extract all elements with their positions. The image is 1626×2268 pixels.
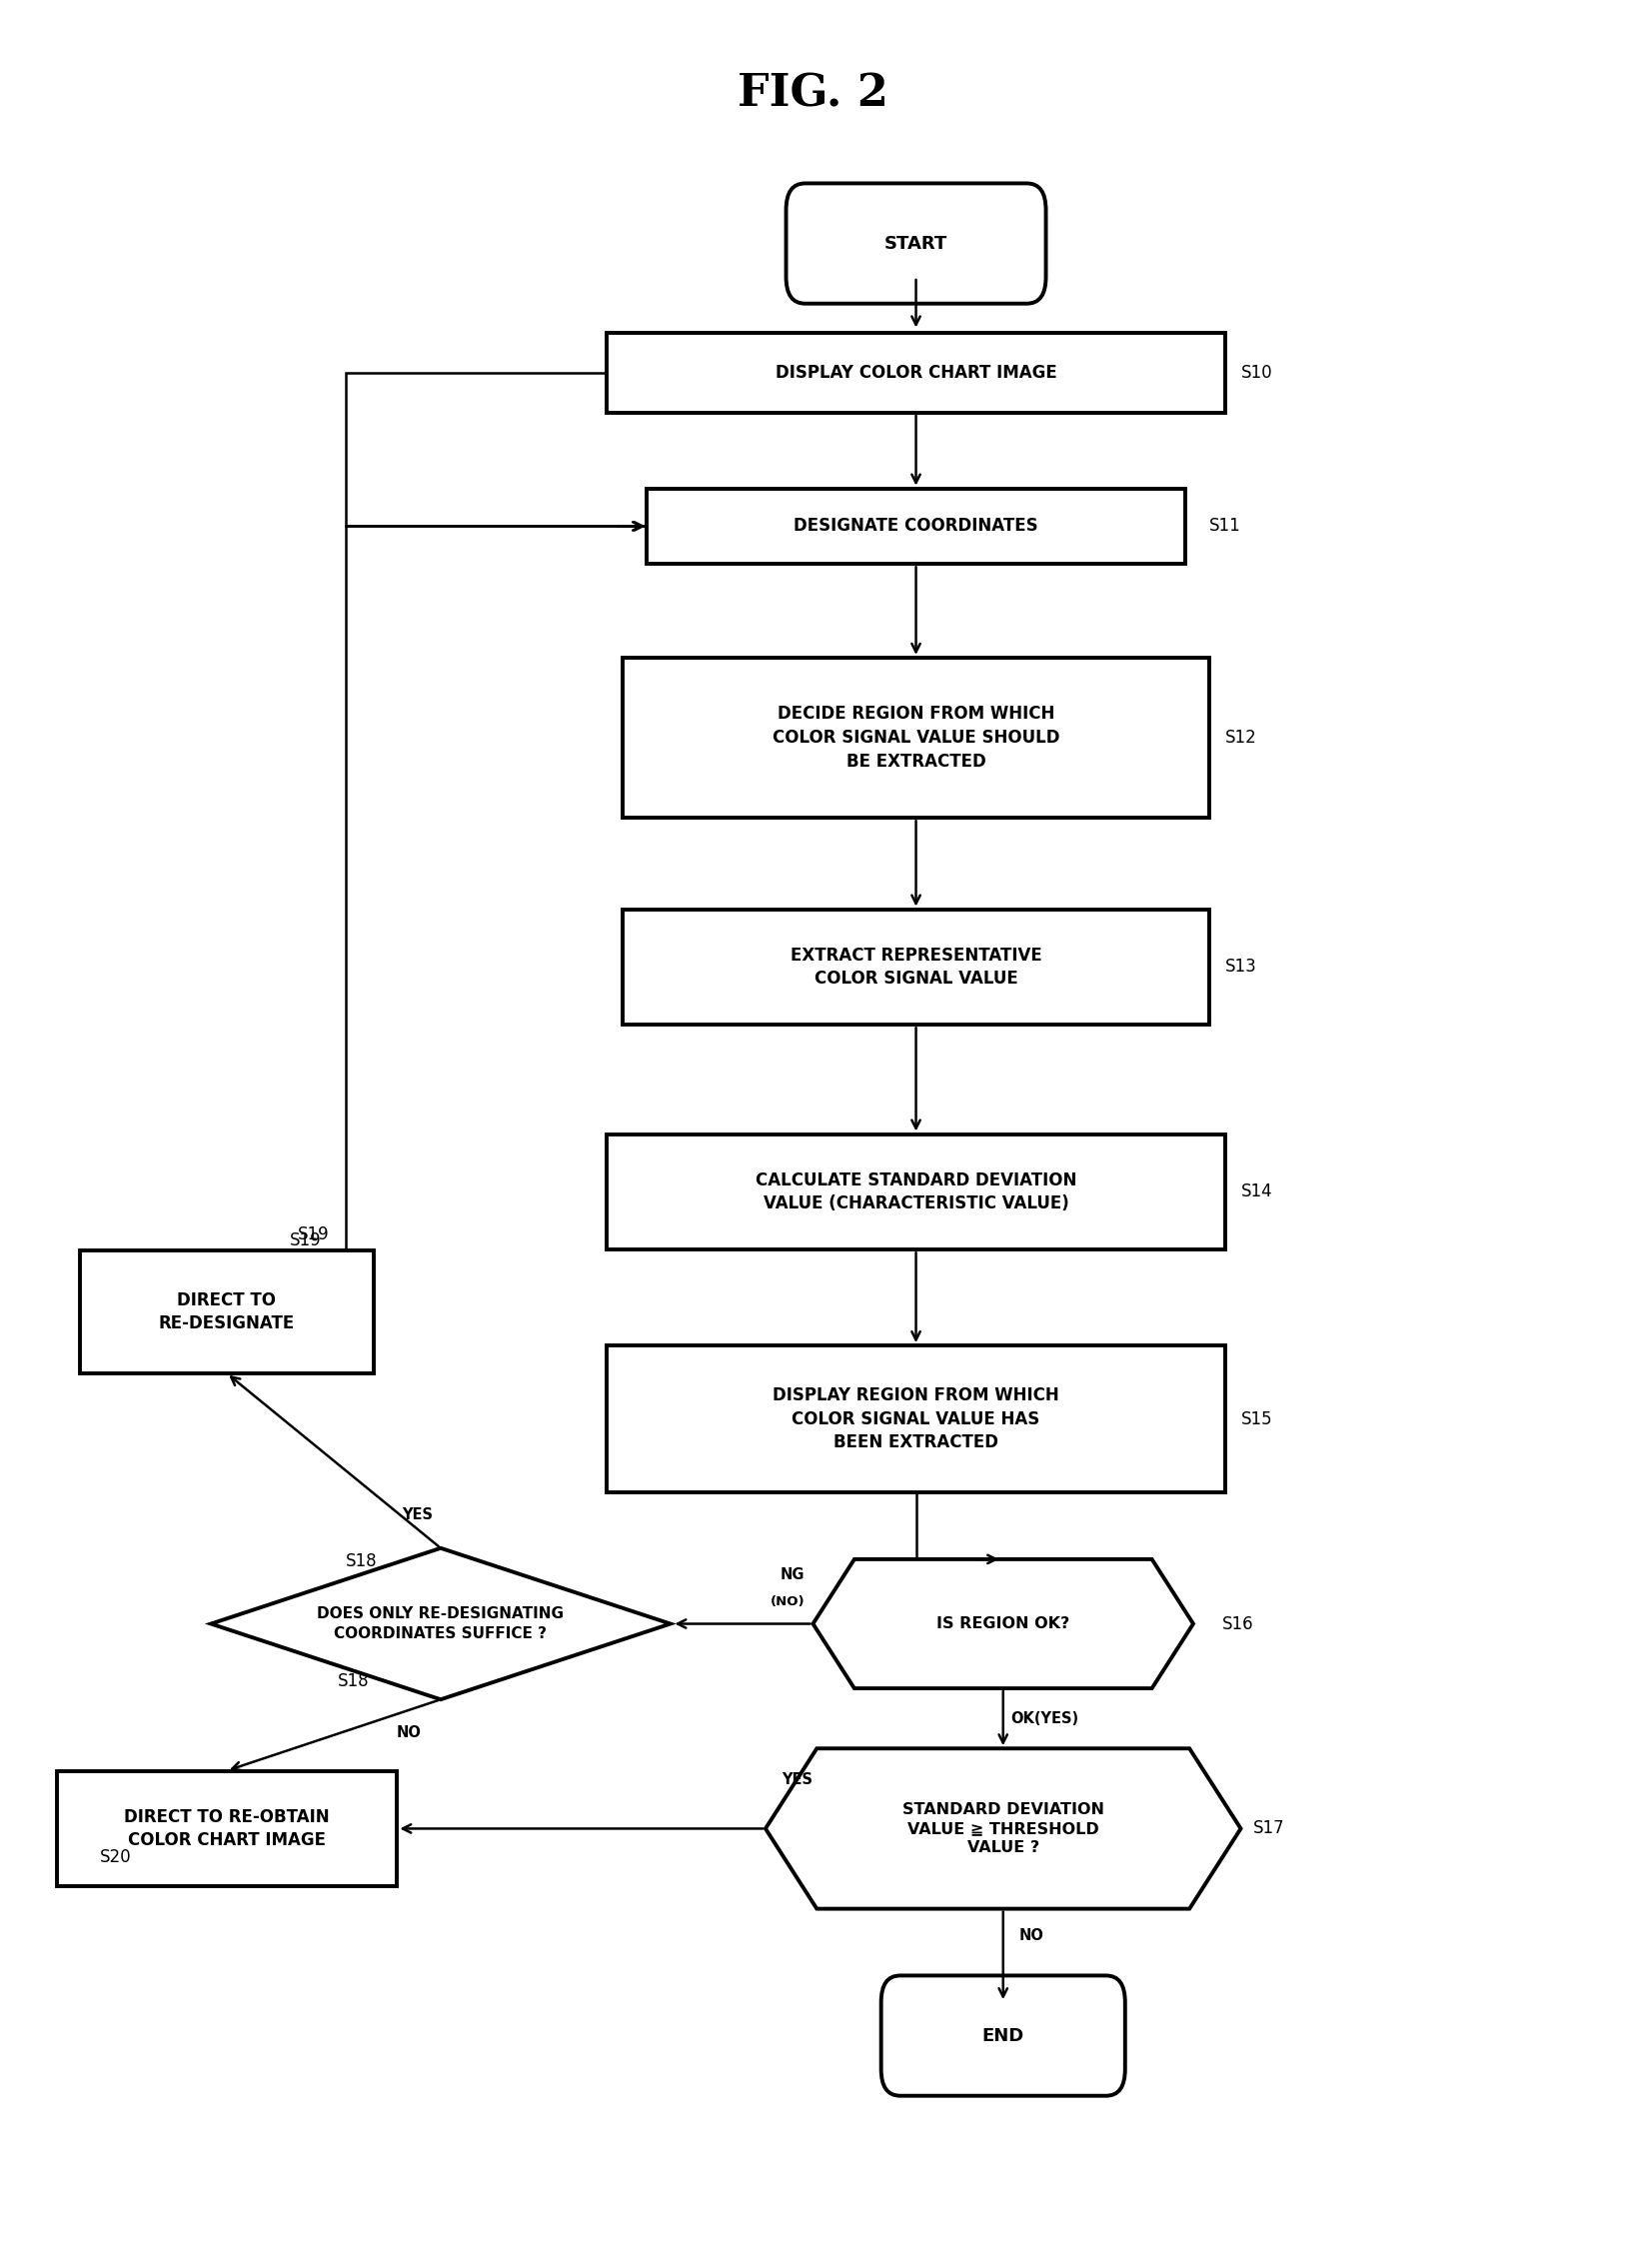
FancyBboxPatch shape: [785, 184, 1046, 304]
Text: IS REGION OK?: IS REGION OK?: [937, 1617, 1070, 1631]
Polygon shape: [766, 1749, 1241, 1910]
FancyBboxPatch shape: [606, 1345, 1224, 1492]
FancyBboxPatch shape: [606, 333, 1224, 413]
FancyBboxPatch shape: [881, 1975, 1125, 2096]
Text: S12: S12: [1224, 728, 1257, 746]
Text: S19: S19: [298, 1225, 330, 1243]
Text: EXTRACT REPRESENTATIVE
COLOR SIGNAL VALUE: EXTRACT REPRESENTATIVE COLOR SIGNAL VALU…: [790, 946, 1042, 989]
Text: DIRECT TO
RE-DESIGNATE: DIRECT TO RE-DESIGNATE: [159, 1290, 294, 1334]
Text: START: START: [885, 234, 948, 252]
Text: S19: S19: [289, 1232, 322, 1250]
Polygon shape: [211, 1549, 670, 1699]
Text: S10: S10: [1241, 363, 1273, 381]
Text: S14: S14: [1241, 1184, 1273, 1200]
Text: NO: NO: [1020, 1928, 1044, 1944]
Text: S16: S16: [1221, 1615, 1254, 1633]
Text: FIG. 2: FIG. 2: [738, 73, 888, 116]
Text: CALCULATE STANDARD DEVIATION
VALUE (CHARACTERISTIC VALUE): CALCULATE STANDARD DEVIATION VALUE (CHAR…: [756, 1170, 1076, 1213]
Text: S18: S18: [338, 1674, 369, 1690]
Text: DOES ONLY RE-DESIGNATING
COORDINATES SUFFICE ?: DOES ONLY RE-DESIGNATING COORDINATES SUF…: [317, 1606, 564, 1640]
Text: DESIGNATE COORDINATES: DESIGNATE COORDINATES: [793, 517, 1039, 535]
Text: DISPLAY REGION FROM WHICH
COLOR SIGNAL VALUE HAS
BEEN EXTRACTED: DISPLAY REGION FROM WHICH COLOR SIGNAL V…: [772, 1386, 1059, 1452]
Text: (NO): (NO): [771, 1594, 805, 1608]
Text: S17: S17: [1254, 1819, 1285, 1837]
FancyBboxPatch shape: [80, 1252, 374, 1374]
Text: NO: NO: [397, 1726, 421, 1740]
Text: YES: YES: [782, 1771, 813, 1787]
FancyBboxPatch shape: [57, 1771, 397, 1887]
Text: DIRECT TO RE-OBTAIN
COLOR CHART IMAGE: DIRECT TO RE-OBTAIN COLOR CHART IMAGE: [124, 1808, 330, 1848]
Text: S13: S13: [1224, 957, 1257, 975]
Text: S20: S20: [101, 1848, 132, 1867]
Text: DECIDE REGION FROM WHICH
COLOR SIGNAL VALUE SHOULD
BE EXTRACTED: DECIDE REGION FROM WHICH COLOR SIGNAL VA…: [772, 705, 1060, 771]
Text: NG: NG: [780, 1567, 805, 1583]
Text: END: END: [982, 2028, 1024, 2046]
FancyBboxPatch shape: [623, 658, 1210, 819]
Text: S18: S18: [346, 1554, 377, 1569]
Polygon shape: [813, 1558, 1193, 1687]
Text: STANDARD DEVIATION
VALUE ≧ THRESHOLD
VALUE ?: STANDARD DEVIATION VALUE ≧ THRESHOLD VAL…: [902, 1803, 1104, 1855]
Text: OK(YES): OK(YES): [1011, 1710, 1080, 1726]
Text: DISPLAY COLOR CHART IMAGE: DISPLAY COLOR CHART IMAGE: [776, 363, 1057, 381]
Text: S15: S15: [1241, 1411, 1273, 1429]
FancyBboxPatch shape: [623, 909, 1210, 1025]
Text: S11: S11: [1210, 517, 1241, 535]
FancyBboxPatch shape: [647, 488, 1185, 565]
Text: YES: YES: [402, 1508, 433, 1522]
FancyBboxPatch shape: [606, 1134, 1224, 1250]
